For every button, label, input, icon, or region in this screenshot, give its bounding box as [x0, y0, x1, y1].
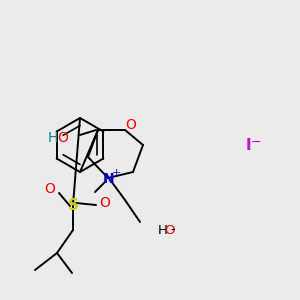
- Text: N: N: [103, 172, 115, 186]
- Text: O: O: [126, 118, 136, 132]
- Text: S: S: [68, 197, 79, 212]
- Text: O: O: [164, 224, 175, 236]
- Text: O: O: [57, 131, 68, 145]
- Text: −: −: [251, 136, 261, 148]
- Text: H: H: [158, 224, 168, 236]
- Text: +: +: [111, 168, 121, 178]
- Text: I: I: [245, 137, 251, 152]
- Text: O: O: [45, 182, 56, 196]
- Text: H: H: [48, 131, 58, 145]
- Text: O: O: [100, 196, 110, 210]
- Text: -: -: [170, 224, 175, 236]
